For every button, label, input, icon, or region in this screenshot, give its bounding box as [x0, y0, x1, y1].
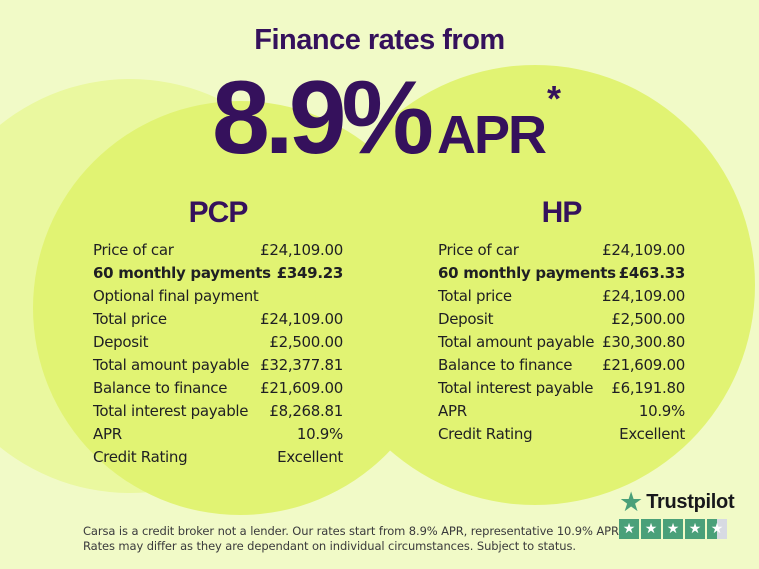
table-row: Price of car £24,109.00 [93, 238, 343, 261]
trustpilot-wordmark: Trustpilot [646, 491, 735, 513]
pcp-rows: Price of car £24,109.00 60 monthly payme… [93, 238, 343, 468]
row-label: Price of car [438, 240, 519, 259]
half-star-icon: ★ [707, 519, 727, 539]
row-value: £21,609.00 [260, 378, 343, 397]
rate-suffix: APR [437, 105, 547, 165]
disclaimer: Carsa is a credit broker not a lender. O… [83, 524, 622, 554]
row-label: APR [93, 424, 122, 443]
row-label: Total price [438, 286, 512, 305]
table-row: Balance to finance £21,609.00 [438, 353, 685, 376]
row-value: £32,377.81 [260, 355, 343, 374]
table-row: Price of car £24,109.00 [438, 238, 685, 261]
background-circle-right [315, 65, 755, 505]
row-label: Credit Rating [438, 424, 533, 443]
row-value: Excellent [277, 447, 343, 466]
table-row: 60 monthly payments £463.33 [438, 261, 685, 284]
row-label: Total interest payable [438, 378, 594, 397]
row-label: Optional final payment [93, 286, 259, 305]
hp-table: HP Price of car £24,109.00 60 monthly pa… [438, 197, 685, 445]
table-row: Deposit £2,500.00 [93, 330, 343, 353]
row-label: APR [438, 401, 467, 420]
disclaimer-line-2: Rates may differ as they are dependant o… [83, 539, 576, 553]
row-label: Total price [93, 309, 167, 328]
row-value: £30,300.80 [602, 332, 685, 351]
row-value: £463.33 [618, 263, 686, 282]
table-row: APR 10.9% [93, 422, 343, 445]
table-row: Total price £24,109.00 [93, 307, 343, 330]
row-value: £24,109.00 [602, 286, 685, 305]
trustpilot-rating-4-5-stars: ★ ★ ★ ★ ★ [619, 519, 734, 539]
row-value: 10.9% [638, 401, 685, 420]
row-label: Total interest payable [93, 401, 249, 420]
row-value: £2,500.00 [269, 332, 343, 351]
table-row: Optional final payment [93, 284, 343, 307]
row-value: £21,609.00 [602, 355, 685, 374]
star-icon: ★ [641, 519, 661, 539]
rate-footnote-marker: * [547, 78, 562, 119]
trustpilot-logo: ★ Trustpilot [619, 487, 735, 518]
row-value: 10.9% [296, 424, 343, 443]
disclaimer-line-1: Carsa is a credit broker not a lender. O… [83, 524, 623, 538]
row-value: £349.23 [276, 263, 344, 282]
pcp-table: PCP Price of car £24,109.00 60 monthly p… [93, 197, 343, 468]
table-row: Deposit £2,500.00 [438, 307, 685, 330]
table-row: Total interest payable £6,191.80 [438, 376, 685, 399]
pcp-heading: PCP [188, 196, 249, 229]
row-value: £24,109.00 [260, 309, 343, 328]
headline-rate: 8.9% APR * [0, 52, 759, 185]
hp-heading: HP [541, 196, 583, 229]
star-icon: ★ [663, 519, 683, 539]
star-icon: ★ [619, 519, 639, 539]
row-label: Balance to finance [93, 378, 228, 397]
table-row: APR 10.9% [438, 399, 685, 422]
row-label: Total amount payable [438, 332, 595, 351]
row-label: Price of car [93, 240, 174, 259]
table-row: Credit Rating Excellent [93, 445, 343, 468]
table-row: 60 monthly payments £349.23 [93, 261, 343, 284]
row-value: £24,109.00 [260, 240, 343, 259]
star-icon: ★ [685, 519, 705, 539]
row-value: £24,109.00 [602, 240, 685, 259]
row-label: Credit Rating [93, 447, 188, 466]
row-value: Excellent [619, 424, 685, 443]
row-label: Deposit [438, 309, 494, 328]
table-row: Total price £24,109.00 [438, 284, 685, 307]
table-row: Total interest payable £8,268.81 [93, 399, 343, 422]
hp-rows: Price of car £24,109.00 60 monthly payme… [438, 238, 685, 445]
row-value: £2,500.00 [611, 309, 685, 328]
row-label: 60 monthly payments [93, 263, 271, 282]
row-label: Deposit [93, 332, 149, 351]
row-label: Balance to finance [438, 355, 573, 374]
trustpilot-widget: ★ Trustpilot ★ ★ ★ ★ ★ [619, 487, 735, 539]
table-row: Total amount payable £30,300.80 [438, 330, 685, 353]
row-label: 60 monthly payments [438, 263, 616, 282]
row-value: £6,191.80 [611, 378, 685, 397]
promo-title: Finance rates from [254, 24, 505, 56]
trustpilot-star-icon: ★ [619, 487, 644, 518]
row-label: Total amount payable [93, 355, 250, 374]
row-value: £8,268.81 [269, 401, 343, 420]
table-row: Total amount payable £32,377.81 [93, 353, 343, 376]
table-row: Credit Rating Excellent [438, 422, 685, 445]
rate-value: 8.9% [211, 60, 434, 176]
table-row: Balance to finance £21,609.00 [93, 376, 343, 399]
